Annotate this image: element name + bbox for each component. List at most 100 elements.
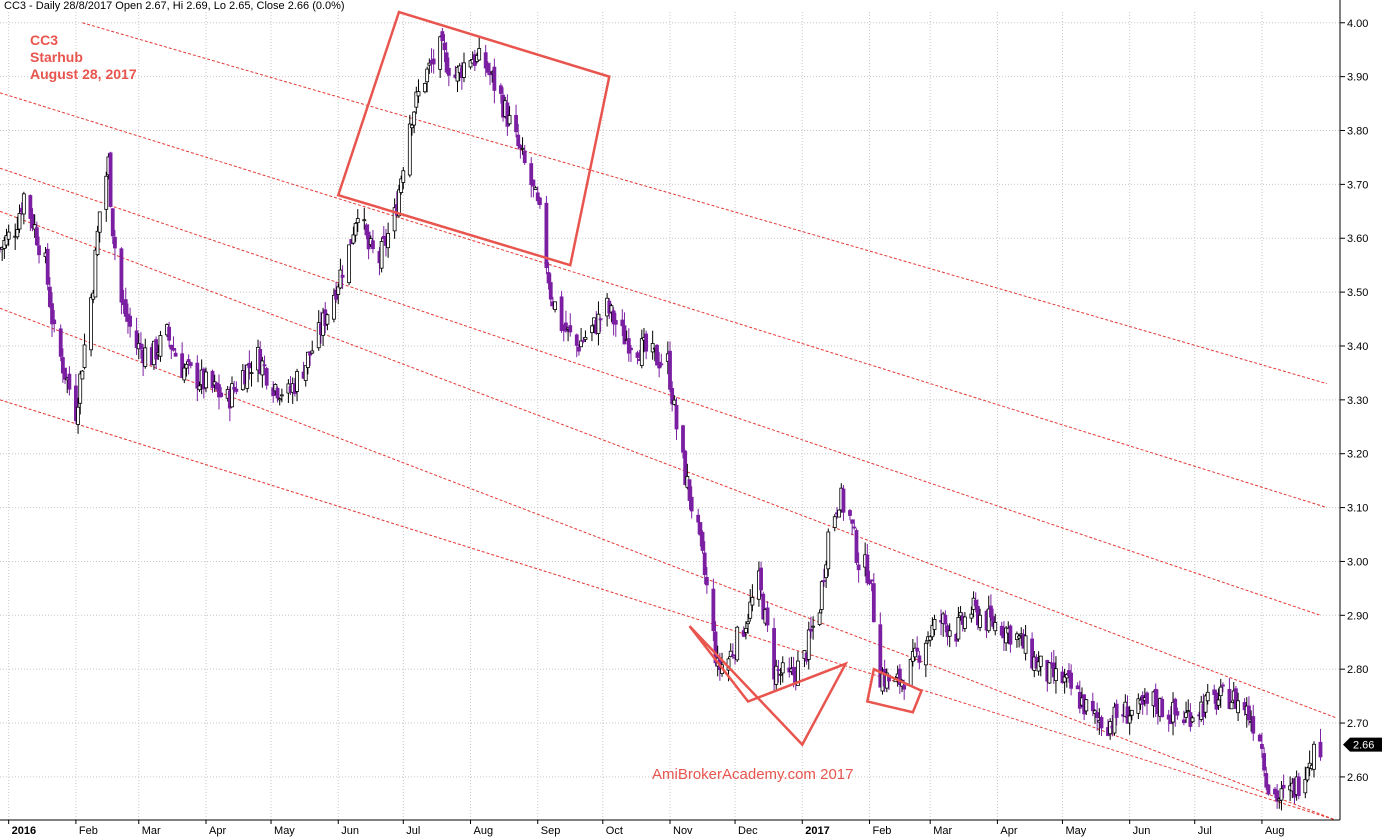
candle-body [119,248,124,303]
candle-body [778,673,783,676]
candle-body [444,52,449,73]
channel-line [0,92,1328,509]
candle-body [104,175,109,210]
candle-body [1229,701,1234,710]
candle-body [878,624,883,688]
candle-body [598,318,603,321]
x-tick-label: Mar [142,825,161,837]
x-tick-label: Jun [341,825,359,837]
candle-body [958,612,963,617]
candle-body [772,628,776,680]
candle-body [485,63,490,73]
candle-body [711,588,716,632]
candle-body [34,227,39,246]
candle-body [21,193,26,215]
candle-body [761,593,766,620]
candle-body [746,621,750,625]
channel-line [0,399,1336,821]
candle-body [932,618,937,630]
candle-body [1090,700,1095,712]
candle-body [442,42,447,51]
candle-body [303,365,308,381]
candle-body [1212,689,1217,695]
candle-body [1221,684,1225,687]
x-tick-label: Jun [1133,825,1151,837]
candle-body [928,636,933,641]
candle-body [188,362,193,366]
candle-body [1184,712,1188,718]
candle-body [535,192,540,202]
candle-body [82,344,87,368]
candle-body [1114,703,1119,718]
candle-body [622,325,627,345]
candle-body [969,613,974,619]
candle-body [1017,635,1021,639]
candle-body [590,325,594,334]
candle-body [362,219,367,222]
candle-body [78,373,83,404]
candle-body [110,208,115,237]
x-tick-label: May [274,825,295,837]
candle-body [1318,741,1323,758]
candle-body [1030,638,1035,669]
candle-body [1175,711,1180,716]
candle-body [978,614,982,628]
candle-body [687,479,692,501]
candle-body [455,66,460,82]
candle-body [275,387,280,399]
candle-body [1145,692,1149,704]
candle-body [869,579,874,582]
last-price-badge [1343,737,1382,752]
watermark: AmiBrokerAcademy.com 2017 [652,766,854,783]
candle-body [1075,685,1080,690]
annotation-date: August 28, 2017 [30,66,137,82]
candle-body [397,189,401,217]
candle-body [871,583,876,623]
candle-body [260,360,265,376]
candle-body [412,111,417,126]
candle-body [414,91,419,108]
candle-body [544,202,549,269]
candle-body [765,607,770,626]
y-tick-label: 3.30 [1347,395,1368,407]
candle-body [533,187,538,191]
candle-body [1112,706,1117,734]
candle-body [431,58,436,65]
candle-body [410,124,414,129]
candle-body [338,269,343,289]
x-tick-label: Jul [406,825,420,837]
candle-body [1251,716,1256,734]
candle-body [574,334,579,346]
candle-body [1205,691,1210,702]
candle-body [262,364,267,367]
candle-body [446,67,451,76]
candle-body [1095,712,1100,719]
candle-body [1296,776,1301,797]
candle-body [1008,625,1013,645]
candle-body [234,388,239,392]
candle-body [113,236,117,249]
candle-body [440,31,445,42]
candle-body [134,330,139,348]
y-tick-label: 3.60 [1347,233,1368,245]
candle-body [698,522,703,536]
x-tick-label: Aug [1265,825,1285,837]
candle-body [58,328,63,357]
candle-body [76,406,80,425]
candle-body [902,685,907,690]
x-tick-label: Jul [1198,825,1212,837]
candle-body [713,631,718,664]
candle-body [1054,668,1058,682]
candle-body [45,248,50,285]
candle-body [1181,719,1186,724]
candle-body [204,371,208,389]
candle-body [750,597,755,606]
candle-body [583,336,588,341]
candle-body [310,350,315,354]
candle-body [522,150,527,164]
candle-body [538,197,542,205]
y-tick-label: 2.60 [1347,772,1368,784]
candle-body [505,102,510,127]
candle-body [407,123,412,176]
candle-body [379,241,384,269]
